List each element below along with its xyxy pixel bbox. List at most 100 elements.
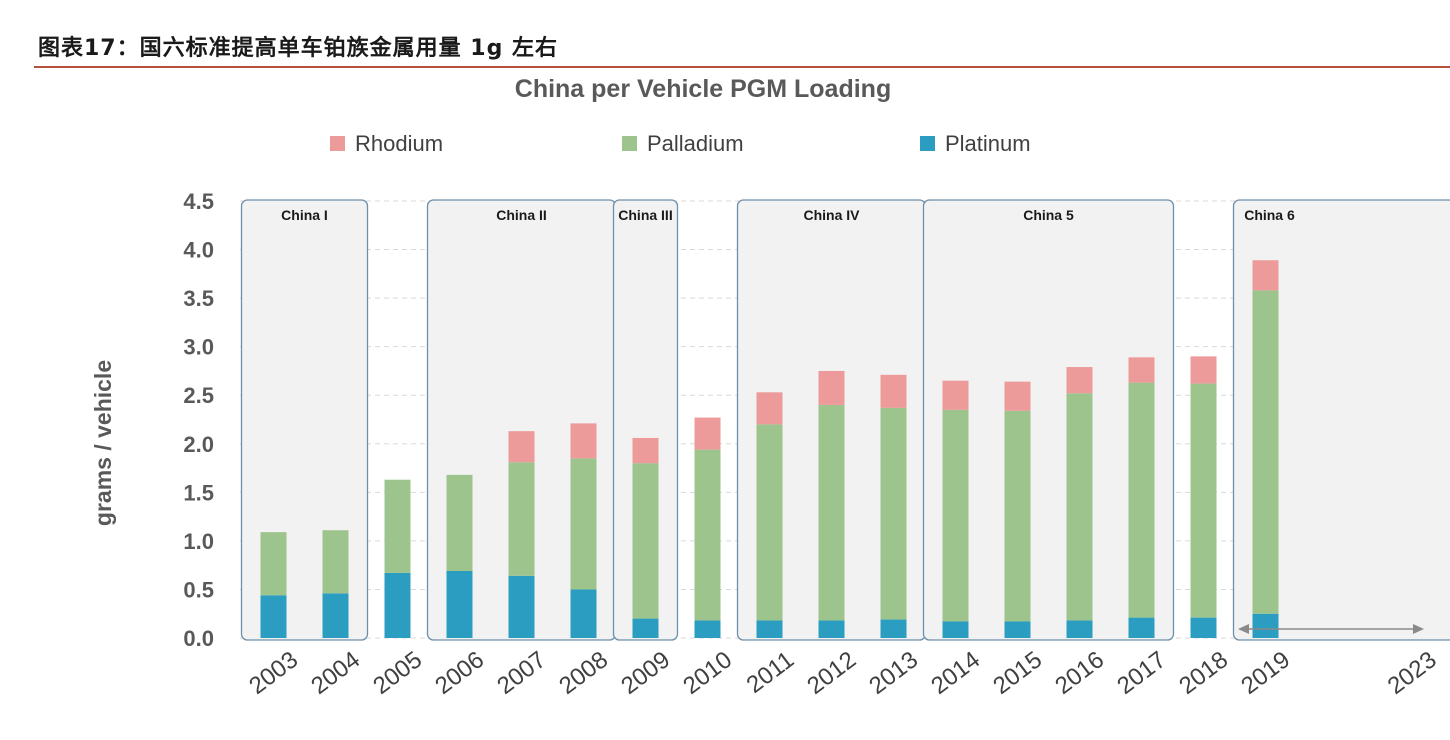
y-tick-label: 4.0 <box>183 238 214 263</box>
y-tick-label: 0.0 <box>183 626 214 651</box>
figure-caption: 国六标准提高单车铂族金属用量 1g 左右 <box>139 36 559 61</box>
bar-platinum <box>818 620 845 638</box>
legend: Rhodium Palladium Platinum <box>330 131 1031 156</box>
x-tick-label: 2011 <box>742 646 799 699</box>
x-tick-label: 2019 <box>1236 646 1295 700</box>
era-label: China I <box>281 207 328 223</box>
x-tick-label: 2004 <box>306 646 365 700</box>
bar-platinum <box>880 619 907 638</box>
x-tick-label: 2017 <box>1112 646 1171 700</box>
bar-platinum <box>1066 620 1093 638</box>
bar-palladium <box>508 462 535 576</box>
x-tick-label: 2018 <box>1174 646 1233 700</box>
bar-rhodium <box>1252 260 1279 291</box>
bar-platinum <box>508 575 535 638</box>
era-label: China IV <box>803 207 860 223</box>
x-tick-label: 2005 <box>368 646 427 700</box>
era-box <box>922 199 1175 641</box>
bar-rhodium <box>756 392 783 425</box>
legend-label-palladium: Palladium <box>647 131 744 156</box>
era-box <box>240 199 369 641</box>
bar-rhodium <box>1190 356 1217 384</box>
x-tick-label: 2007 <box>492 646 551 700</box>
bar-rhodium <box>694 417 721 450</box>
bar-palladium <box>1252 290 1279 614</box>
bar-platinum <box>1252 613 1279 638</box>
x-tick-label: 2013 <box>864 646 923 700</box>
bar-palladium <box>694 449 721 621</box>
bar-platinum <box>756 620 783 638</box>
y-tick-label: 4.5 <box>183 189 214 214</box>
era-label: China 6 <box>1244 207 1295 223</box>
bar-rhodium <box>1004 381 1031 411</box>
bar-platinum <box>694 620 721 638</box>
bar-platinum <box>1128 617 1155 638</box>
bar-palladium <box>1128 382 1155 618</box>
bar-platinum <box>384 572 411 638</box>
bar-platinum <box>632 618 659 638</box>
bar-platinum <box>570 589 597 638</box>
era-label: China II <box>496 207 547 223</box>
x-tick-label: 2023 <box>1383 646 1442 700</box>
era-label: China 5 <box>1023 207 1074 223</box>
annotations <box>1238 624 1424 634</box>
chart-title: China per Vehicle PGM Loading <box>515 75 891 103</box>
bar-rhodium <box>1128 357 1155 383</box>
x-tick-label: 2006 <box>430 646 489 700</box>
bar-palladium <box>1190 383 1217 618</box>
bar-palladium <box>322 530 349 594</box>
bar-palladium <box>260 532 287 596</box>
x-axis-ticks: 2003 2004 2005 2006 2007 2008 2009 2010 2011 2012… <box>244 646 1441 700</box>
x-tick-label: 2014 <box>926 646 985 700</box>
bar-rhodium <box>1066 367 1093 394</box>
legend-label-platinum: Platinum <box>945 131 1031 156</box>
bar-platinum <box>260 595 287 638</box>
y-tick-label: 1.0 <box>183 529 214 554</box>
bar-palladium <box>632 463 659 619</box>
era-box <box>1232 199 1450 641</box>
arrow-head-left <box>1238 624 1249 634</box>
y-tick-label: 2.0 <box>183 432 214 457</box>
bar-palladium <box>818 404 845 621</box>
y-axis-label: grams / vehicle <box>90 360 116 526</box>
x-tick-label: 2015 <box>988 646 1047 700</box>
legend-swatch-platinum <box>920 136 935 151</box>
x-tick-label: 2009 <box>616 646 675 700</box>
legend-label-rhodium: Rhodium <box>355 131 443 156</box>
x-tick-label: 2012 <box>802 646 861 700</box>
y-tick-label: 2.5 <box>183 383 214 408</box>
y-tick-label: 3.5 <box>183 286 214 311</box>
x-tick-label: 2010 <box>678 646 737 700</box>
bar-palladium <box>1066 393 1093 621</box>
bar-platinum <box>446 570 473 638</box>
bar-palladium <box>1004 410 1031 622</box>
bar-rhodium <box>508 431 535 463</box>
bar-palladium <box>756 424 783 621</box>
x-tick-label: 2016 <box>1050 646 1109 700</box>
bar-platinum <box>1004 621 1031 638</box>
bar-platinum <box>1190 617 1217 638</box>
bar-rhodium <box>880 374 907 408</box>
bar-palladium <box>570 458 597 590</box>
arrow-head-right <box>1413 624 1424 634</box>
bar-rhodium <box>818 370 845 405</box>
y-tick-label: 1.5 <box>183 480 214 505</box>
bar-palladium <box>446 474 473 571</box>
figure-header: 图表17：国六标准提高单车铂族金属用量 1g 左右 <box>38 30 1450 66</box>
era-label: China III <box>618 207 672 223</box>
bar-palladium <box>384 479 411 573</box>
y-tick-label: 3.0 <box>183 335 214 360</box>
figure-label: 图表17： <box>38 36 140 61</box>
legend-swatch-rhodium <box>330 136 345 151</box>
x-tick-label: 2008 <box>554 646 613 700</box>
bar-palladium <box>880 407 907 620</box>
header-divider <box>34 66 1450 68</box>
era-boxes: China I China II China III China IV China 5 C… <box>240 199 1450 641</box>
bar-rhodium <box>632 437 659 464</box>
bar-palladium <box>942 409 969 622</box>
bar-platinum <box>942 621 969 638</box>
bar-rhodium <box>570 423 597 459</box>
era-box <box>612 199 679 641</box>
bar-platinum <box>322 593 349 638</box>
